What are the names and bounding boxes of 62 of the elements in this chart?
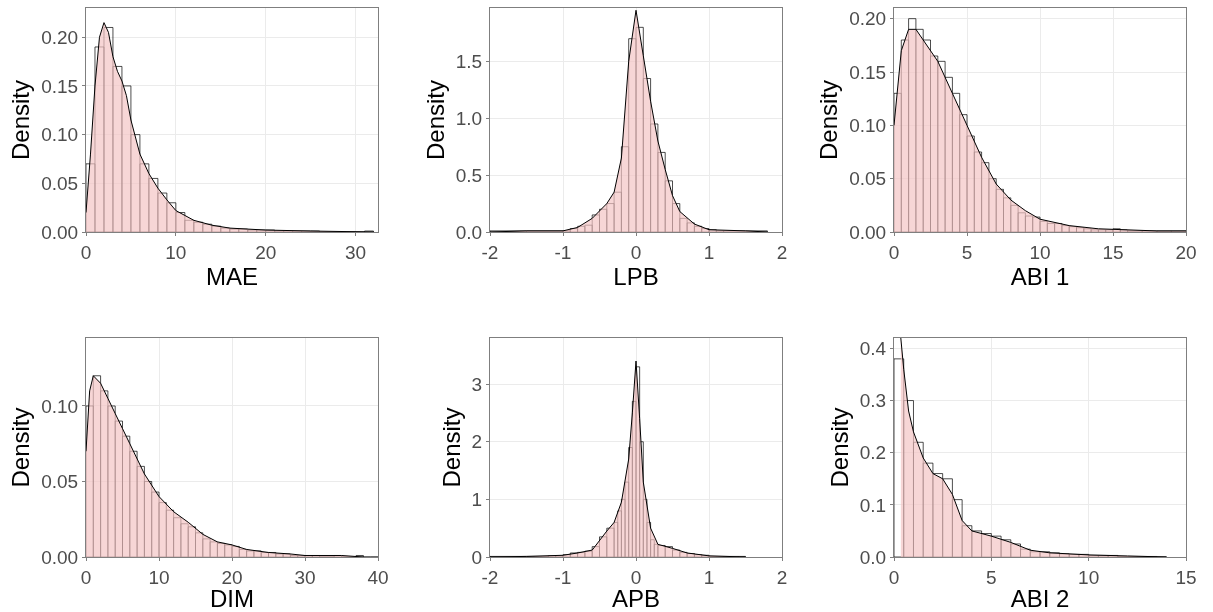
x-tick-label: 20	[1175, 241, 1197, 263]
y-tick-label: 1.0	[455, 107, 483, 129]
y-tick-label: 0.00	[849, 221, 887, 243]
y-tick-label: 0.10	[41, 395, 79, 417]
y-tick-label: 0.0	[455, 221, 483, 243]
x-tick-label: -1	[554, 566, 572, 588]
x-tick-label: 10	[148, 566, 170, 588]
y-tick-label: 0.15	[41, 75, 79, 97]
x-tick-label: 10	[1078, 566, 1100, 588]
x-tick-label: -1	[554, 241, 572, 263]
x-tick-label: 2	[776, 241, 788, 263]
y-axis-title: Density	[815, 79, 843, 161]
x-axis-title: ABI 1	[1010, 262, 1070, 290]
y-tick-label: 2	[471, 431, 483, 453]
y-tick-label: 0.05	[41, 172, 79, 194]
x-tick-label: 15	[1102, 241, 1124, 263]
x-tick-label: 1	[703, 566, 715, 588]
x-tick-label: 30	[294, 566, 316, 588]
y-tick-label: 0	[471, 546, 483, 568]
y-tick-label: 0.5	[455, 164, 483, 186]
x-axis-title: APB	[611, 585, 661, 612]
y-axis-title: Density	[437, 407, 465, 488]
x-tick-label: 40	[367, 566, 389, 588]
x-tick-label: 0	[630, 566, 642, 588]
y-tick-label: 0.15	[849, 61, 887, 83]
x-tick-label: 1	[703, 241, 715, 263]
x-tick-label: 2	[776, 566, 788, 588]
x-tick-label: -2	[481, 566, 499, 588]
y-tick-label: 0.1	[859, 494, 887, 516]
y-tick-label: 0.3	[859, 390, 887, 412]
y-tick-label: 0.05	[41, 471, 79, 493]
x-axis-title: MAE	[205, 262, 259, 290]
y-tick-label: 0.00	[41, 221, 79, 243]
y-axis-title: Density	[7, 407, 35, 488]
x-axis-title: LPB	[613, 262, 659, 290]
y-tick-label: 0.00	[41, 546, 79, 568]
x-tick-label: 5	[961, 241, 973, 263]
y-tick-label: 0.10	[849, 114, 887, 136]
x-axis-title: DIM	[210, 585, 254, 612]
y-tick-label: 0.20	[849, 8, 887, 30]
y-tick-label: 0.4	[859, 338, 887, 360]
x-tick-label: 30	[344, 241, 367, 263]
y-tick-label: 0.20	[41, 26, 79, 48]
y-tick-label: 0.05	[849, 168, 887, 190]
x-tick-label: 10	[1029, 241, 1051, 263]
x-tick-label: 20	[221, 566, 243, 588]
x-tick-label: 10	[165, 241, 187, 263]
y-axis-title: Density	[7, 79, 35, 161]
y-tick-label: 1	[471, 489, 483, 511]
x-tick-label: -2	[481, 241, 499, 263]
x-tick-label: 15	[1175, 566, 1197, 588]
y-axis-title: Density	[825, 407, 853, 488]
y-tick-label: 1.5	[455, 51, 483, 73]
x-axis-title: ABI 2	[1010, 585, 1070, 612]
y-tick-label: 3	[471, 373, 483, 395]
x-tick-label: 0	[630, 241, 642, 263]
y-tick-label: 0.10	[41, 124, 79, 146]
y-tick-label: 0.0	[859, 546, 887, 568]
x-tick-label: 20	[255, 241, 277, 263]
y-tick-label: 0.2	[859, 442, 887, 464]
x-tick-label: 5	[986, 566, 997, 588]
y-axis-title: Density	[421, 79, 449, 161]
